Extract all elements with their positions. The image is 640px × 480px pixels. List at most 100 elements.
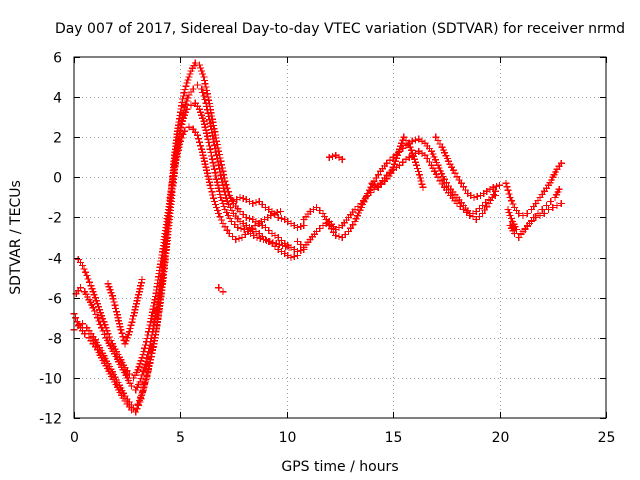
- data-point: [138, 354, 146, 362]
- data-point-interp: [179, 92, 187, 100]
- y-axis-label: SDTVAR / TECUs: [8, 180, 24, 295]
- data-point-interp: [412, 136, 420, 144]
- y-tick-label: -4: [48, 252, 62, 268]
- data-point: [225, 229, 233, 237]
- data-point-interp: [203, 166, 211, 174]
- data-point-interp: [397, 142, 405, 150]
- data-point-interp: [177, 124, 185, 132]
- data-point: [470, 193, 478, 201]
- data-point: [313, 203, 321, 211]
- data-point-interp: [143, 334, 151, 342]
- x-tick-label: 20: [492, 430, 510, 446]
- data-point-interp: [122, 337, 130, 345]
- data-point-interp: [97, 309, 105, 317]
- chart-title: Day 007 of 2017, Sidereal Day-to-day VTE…: [55, 21, 625, 37]
- data-point: [325, 153, 333, 161]
- data-point: [232, 236, 240, 244]
- data-point-interp: [446, 160, 454, 168]
- data-point: [255, 197, 263, 205]
- data-point-interp: [135, 363, 143, 371]
- data-point-interp: [178, 134, 186, 142]
- data-point: [489, 183, 497, 191]
- data-point-interp: [223, 208, 231, 216]
- data-point-interp: [201, 157, 209, 165]
- data-point-interp: [216, 190, 224, 198]
- data-point: [73, 318, 81, 326]
- data-point: [206, 181, 214, 189]
- data-point-interp: [504, 186, 512, 194]
- data-point-interp: [208, 188, 216, 196]
- data-point-interp: [128, 318, 136, 326]
- data-point-interp: [407, 146, 415, 154]
- data-point-interp: [282, 243, 290, 251]
- data-point-interp: [181, 85, 189, 93]
- data-point-interp: [203, 169, 211, 177]
- data-point: [202, 163, 210, 171]
- data-point-interp: [146, 359, 154, 367]
- data-points: [70, 59, 565, 416]
- data-point-interp: [116, 323, 124, 331]
- data-point: [200, 73, 208, 81]
- data-point-interp: [199, 70, 207, 78]
- data-point: [293, 238, 301, 246]
- data-point: [208, 155, 216, 163]
- data-point-interp: [217, 171, 225, 179]
- data-point-interp: [198, 67, 206, 75]
- data-point-interp: [215, 187, 223, 195]
- data-point-interp: [505, 190, 513, 198]
- data-point: [300, 221, 308, 229]
- data-point-interp: [226, 203, 234, 211]
- data-point: [200, 117, 208, 125]
- data-point-interp: [84, 275, 92, 283]
- data-point: [76, 284, 84, 292]
- data-point-interp: [179, 131, 187, 139]
- data-point-interp: [180, 114, 188, 122]
- data-point-interp: [216, 213, 224, 221]
- data-point: [138, 276, 146, 284]
- data-point: [274, 213, 282, 221]
- data-point: [496, 181, 504, 189]
- data-point-interp: [91, 307, 99, 315]
- data-point-interp: [482, 198, 490, 206]
- data-point: [293, 223, 301, 231]
- data-point: [189, 85, 197, 93]
- data-point-interp: [183, 97, 191, 105]
- data-point-interp: [488, 193, 496, 201]
- data-point-interp: [269, 239, 277, 247]
- data-point: [187, 101, 195, 109]
- data-point-interp: [275, 241, 283, 249]
- data-point: [393, 151, 401, 159]
- data-point-interp: [290, 253, 298, 261]
- data-point-interp: [235, 235, 243, 243]
- data-point: [134, 366, 142, 374]
- data-point-interp: [297, 247, 305, 255]
- x-tick-label: 25: [598, 430, 616, 446]
- data-point: [532, 213, 540, 221]
- data-point-interp: [211, 145, 219, 153]
- data-point-interp: [201, 160, 209, 168]
- data-point-interp: [144, 328, 152, 336]
- data-point-interp: [135, 397, 143, 405]
- data-point: [79, 320, 87, 328]
- data-point: [125, 328, 133, 336]
- data-point-interp: [231, 220, 239, 228]
- data-point-interp: [335, 232, 343, 240]
- data-point-interp: [107, 289, 115, 297]
- data-point-interp: [507, 214, 515, 222]
- data-point-interp: [145, 324, 153, 332]
- data-point: [510, 229, 518, 237]
- x-tick-label: 5: [176, 430, 185, 446]
- data-point: [255, 229, 263, 237]
- data-point-interp: [194, 135, 202, 143]
- data-point: [287, 254, 295, 262]
- data-point-interp: [144, 331, 152, 339]
- data-point-interp: [469, 212, 477, 220]
- data-point-interp: [212, 172, 220, 180]
- y-tick-label: -10: [39, 372, 62, 388]
- data-point-interp: [487, 196, 495, 204]
- data-point: [125, 370, 133, 378]
- data-point: [479, 201, 487, 209]
- data-point-interp: [198, 111, 206, 119]
- data-point: [185, 123, 193, 131]
